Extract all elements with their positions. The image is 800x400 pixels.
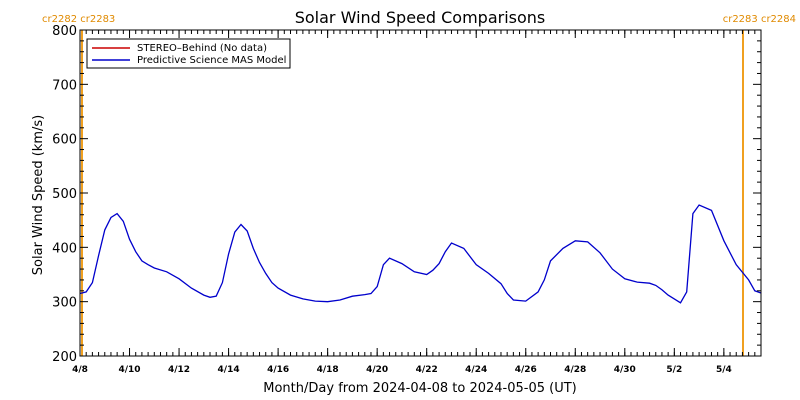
y-tick-label-300: 300 (52, 296, 77, 311)
y-tick-label-800: 800 (52, 24, 77, 39)
y-axis-label: Solar Wind Speed (km/s) (31, 115, 46, 275)
legend-box (86, 38, 291, 69)
legend-entry-stereo: STEREO–Behind (No data) (137, 43, 267, 54)
x-tick-label-8: 4/24 (465, 365, 487, 375)
series-line-1 (79, 204, 762, 304)
y-tick-label-500: 500 (52, 187, 77, 202)
x-tick-label-10: 4/28 (564, 365, 586, 375)
y-tick-label-200: 200 (52, 350, 77, 365)
plot-frame (79, 29, 762, 357)
y-tick-label-600: 600 (52, 133, 77, 148)
x-tick-label-11: 4/30 (614, 365, 636, 375)
x-tick-label-5: 4/18 (317, 365, 339, 375)
x-tick-label-2: 4/12 (168, 365, 190, 375)
x-tick-label-3: 4/14 (218, 365, 240, 375)
x-tick-label-13: 5/4 (716, 365, 732, 375)
x-tick-label-1: 4/10 (118, 365, 140, 375)
x-tick-label-6: 4/20 (366, 365, 388, 375)
chart-title: Solar Wind Speed Comparisons (295, 8, 546, 27)
legend-entry-mas: Predictive Science MAS Model (137, 55, 286, 66)
rotation-label-right: cr2283 cr2284 (723, 14, 796, 25)
x-tick-label-7: 4/22 (416, 365, 438, 375)
y-tick-label-700: 700 (52, 78, 77, 93)
x-tick-label-0: 4/8 (72, 365, 88, 375)
y-tick-label-400: 400 (52, 241, 77, 256)
legend: STEREO–Behind (No data) Predictive Scien… (86, 38, 291, 69)
x-tick-label-12: 5/2 (666, 365, 682, 375)
x-tick-label-4: 4/16 (267, 365, 289, 375)
x-tick-label-9: 4/26 (515, 365, 537, 375)
rotation-label-left: cr2282 cr2283 (42, 14, 115, 25)
x-axis-label: Month/Day from 2024-04-08 to 2024-05-05 … (263, 381, 576, 396)
